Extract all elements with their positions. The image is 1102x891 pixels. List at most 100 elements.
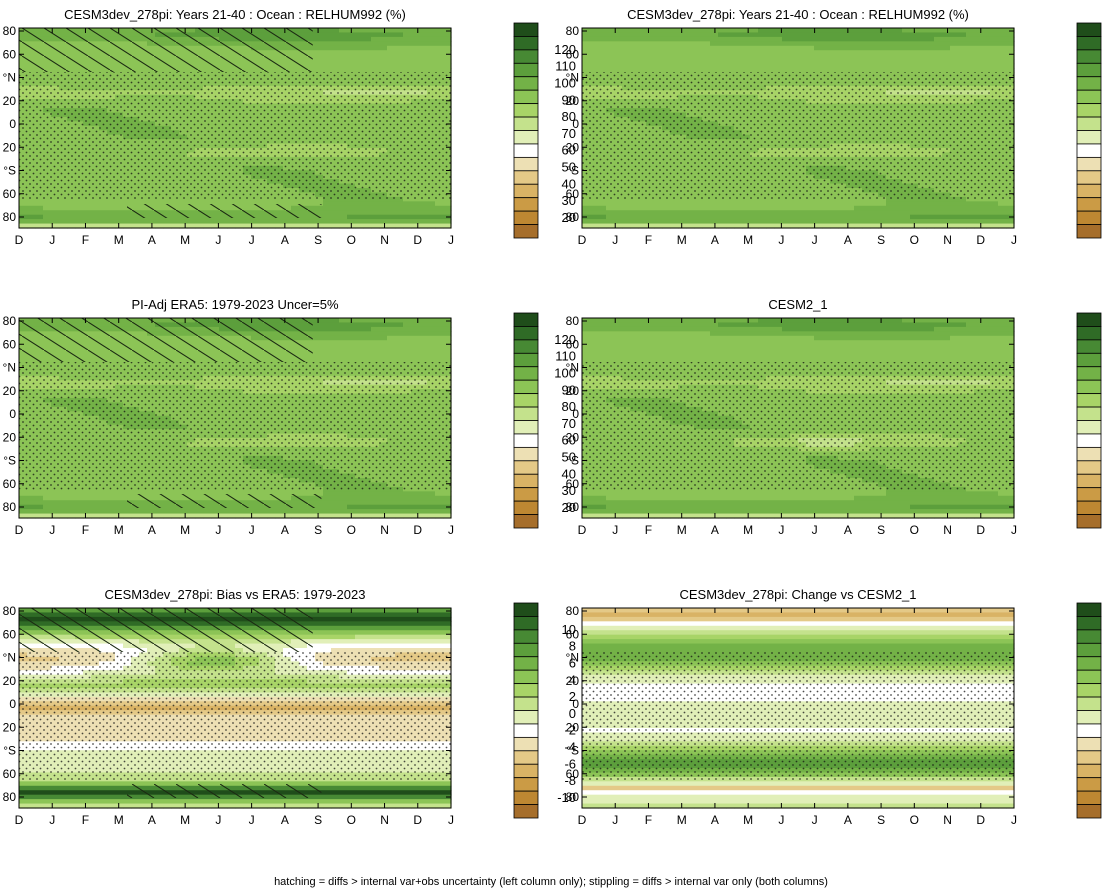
heatmap-cell: [582, 205, 591, 211]
heatmap-cell: [646, 205, 655, 211]
heatmap-cell: [926, 210, 935, 216]
heatmap-cell: [654, 28, 663, 34]
heatmap-cell: [870, 28, 879, 34]
heatmap-cell: [387, 45, 396, 51]
heatmap-cell: [718, 54, 727, 60]
heatmap-cell: [686, 210, 695, 216]
heatmap-cell: [822, 45, 831, 51]
heatmap-cell: [630, 68, 639, 74]
heatmap-cell: [846, 36, 855, 42]
heatmap-cell: [638, 36, 647, 42]
heatmap-cell: [363, 210, 372, 216]
heatmap-cell: [395, 205, 404, 211]
heatmap-cell: [790, 45, 799, 51]
heatmap-cell: [990, 36, 999, 42]
heatmap-cell: [686, 201, 695, 207]
heatmap-cell: [814, 63, 823, 69]
heatmap-cell: [670, 59, 679, 65]
heatmap-cell: [982, 32, 991, 38]
heatmap-cell: [990, 41, 999, 47]
heatmap-cell: [339, 41, 348, 47]
heatmap-cell: [670, 36, 679, 42]
heatmap-cell: [427, 205, 436, 211]
heatmap-cell: [443, 59, 452, 65]
heatmap-cell: [654, 32, 663, 38]
heatmap-cell: [235, 223, 244, 229]
heatmap-cell: [355, 36, 364, 42]
heatmap-cell: [814, 214, 823, 220]
heatmap-cell: [822, 201, 831, 207]
heatmap-cell: [854, 59, 863, 65]
heatmap-cell: [67, 210, 76, 216]
heatmap-cell: [974, 201, 983, 207]
heatmap-cell: [387, 41, 396, 47]
heatmap-cell: [403, 219, 412, 225]
heatmap-cell: [387, 210, 396, 216]
heatmap-cell: [27, 205, 36, 211]
heatmap-cell: [630, 59, 639, 65]
heatmap-cell: [355, 54, 364, 60]
heatmap-cell: [339, 219, 348, 225]
heatmap-cell: [870, 205, 879, 211]
heatmap-cell: [846, 50, 855, 56]
heatmap-cell: [910, 59, 919, 65]
heatmap-cell: [798, 45, 807, 51]
heatmap-cell: [886, 205, 895, 211]
heatmap-cell: [411, 41, 420, 47]
colorbar-label: 40: [562, 176, 576, 191]
heatmap-cell: [427, 219, 436, 225]
heatmap-cell: [1006, 223, 1015, 229]
heatmap-cell: [894, 28, 903, 34]
heatmap-cell: [934, 59, 943, 65]
heatmap-cell: [427, 210, 436, 216]
heatmap-cell: [614, 32, 623, 38]
heatmap-cell: [966, 201, 975, 207]
heatmap-cell: [734, 32, 743, 38]
x-tick-label: S: [877, 233, 885, 247]
heatmap-cell: [838, 41, 847, 47]
heatmap-cell: [363, 68, 372, 74]
heatmap-cell: [395, 28, 404, 34]
x-tick-label: J: [49, 233, 55, 247]
heatmap-cell: [950, 219, 959, 225]
heatmap-cell: [702, 59, 711, 65]
heatmap-cell: [582, 63, 591, 69]
heatmap-cell: [830, 50, 839, 56]
heatmap-cell: [606, 50, 615, 56]
heatmap-cell: [710, 63, 719, 69]
heatmap-cell: [734, 45, 743, 51]
heatmap-cell: [886, 54, 895, 60]
heatmap-cell: [894, 54, 903, 60]
heatmap-cell: [347, 36, 356, 42]
heatmap-cell: [1006, 32, 1015, 38]
heatmap-cell: [726, 223, 735, 229]
heatmap-cell: [758, 32, 767, 38]
heatmap-cell: [878, 219, 887, 225]
heatmap-cell: [974, 214, 983, 220]
heatmap-cell: [822, 63, 831, 69]
heatmap-cell: [734, 214, 743, 220]
heatmap-cell: [323, 36, 332, 42]
heatmap-cell: [774, 201, 783, 207]
heatmap-cell: [411, 32, 420, 38]
heatmap-cell: [798, 219, 807, 225]
heatmap-cell: [403, 59, 412, 65]
heatmap-cell: [323, 59, 332, 65]
heatmap-cell: [886, 36, 895, 42]
heatmap-cell: [638, 50, 647, 56]
heatmap-cell: [614, 63, 623, 69]
heatmap-cell: [806, 54, 815, 60]
heatmap-cell: [347, 201, 356, 207]
heatmap-cell: [411, 50, 420, 56]
heatmap-cell: [678, 223, 687, 229]
heatmap-cell: [814, 54, 823, 60]
heatmap-cell: [323, 210, 332, 216]
heatmap-cell: [371, 36, 380, 42]
heatmap-cell: [371, 223, 380, 229]
heatmap-cell: [910, 41, 919, 47]
heatmap-cell: [702, 41, 711, 47]
heatmap-cell: [990, 223, 999, 229]
heatmap-cell: [894, 214, 903, 220]
heatmap-cell: [662, 219, 671, 225]
heatmap-cell: [331, 28, 340, 34]
